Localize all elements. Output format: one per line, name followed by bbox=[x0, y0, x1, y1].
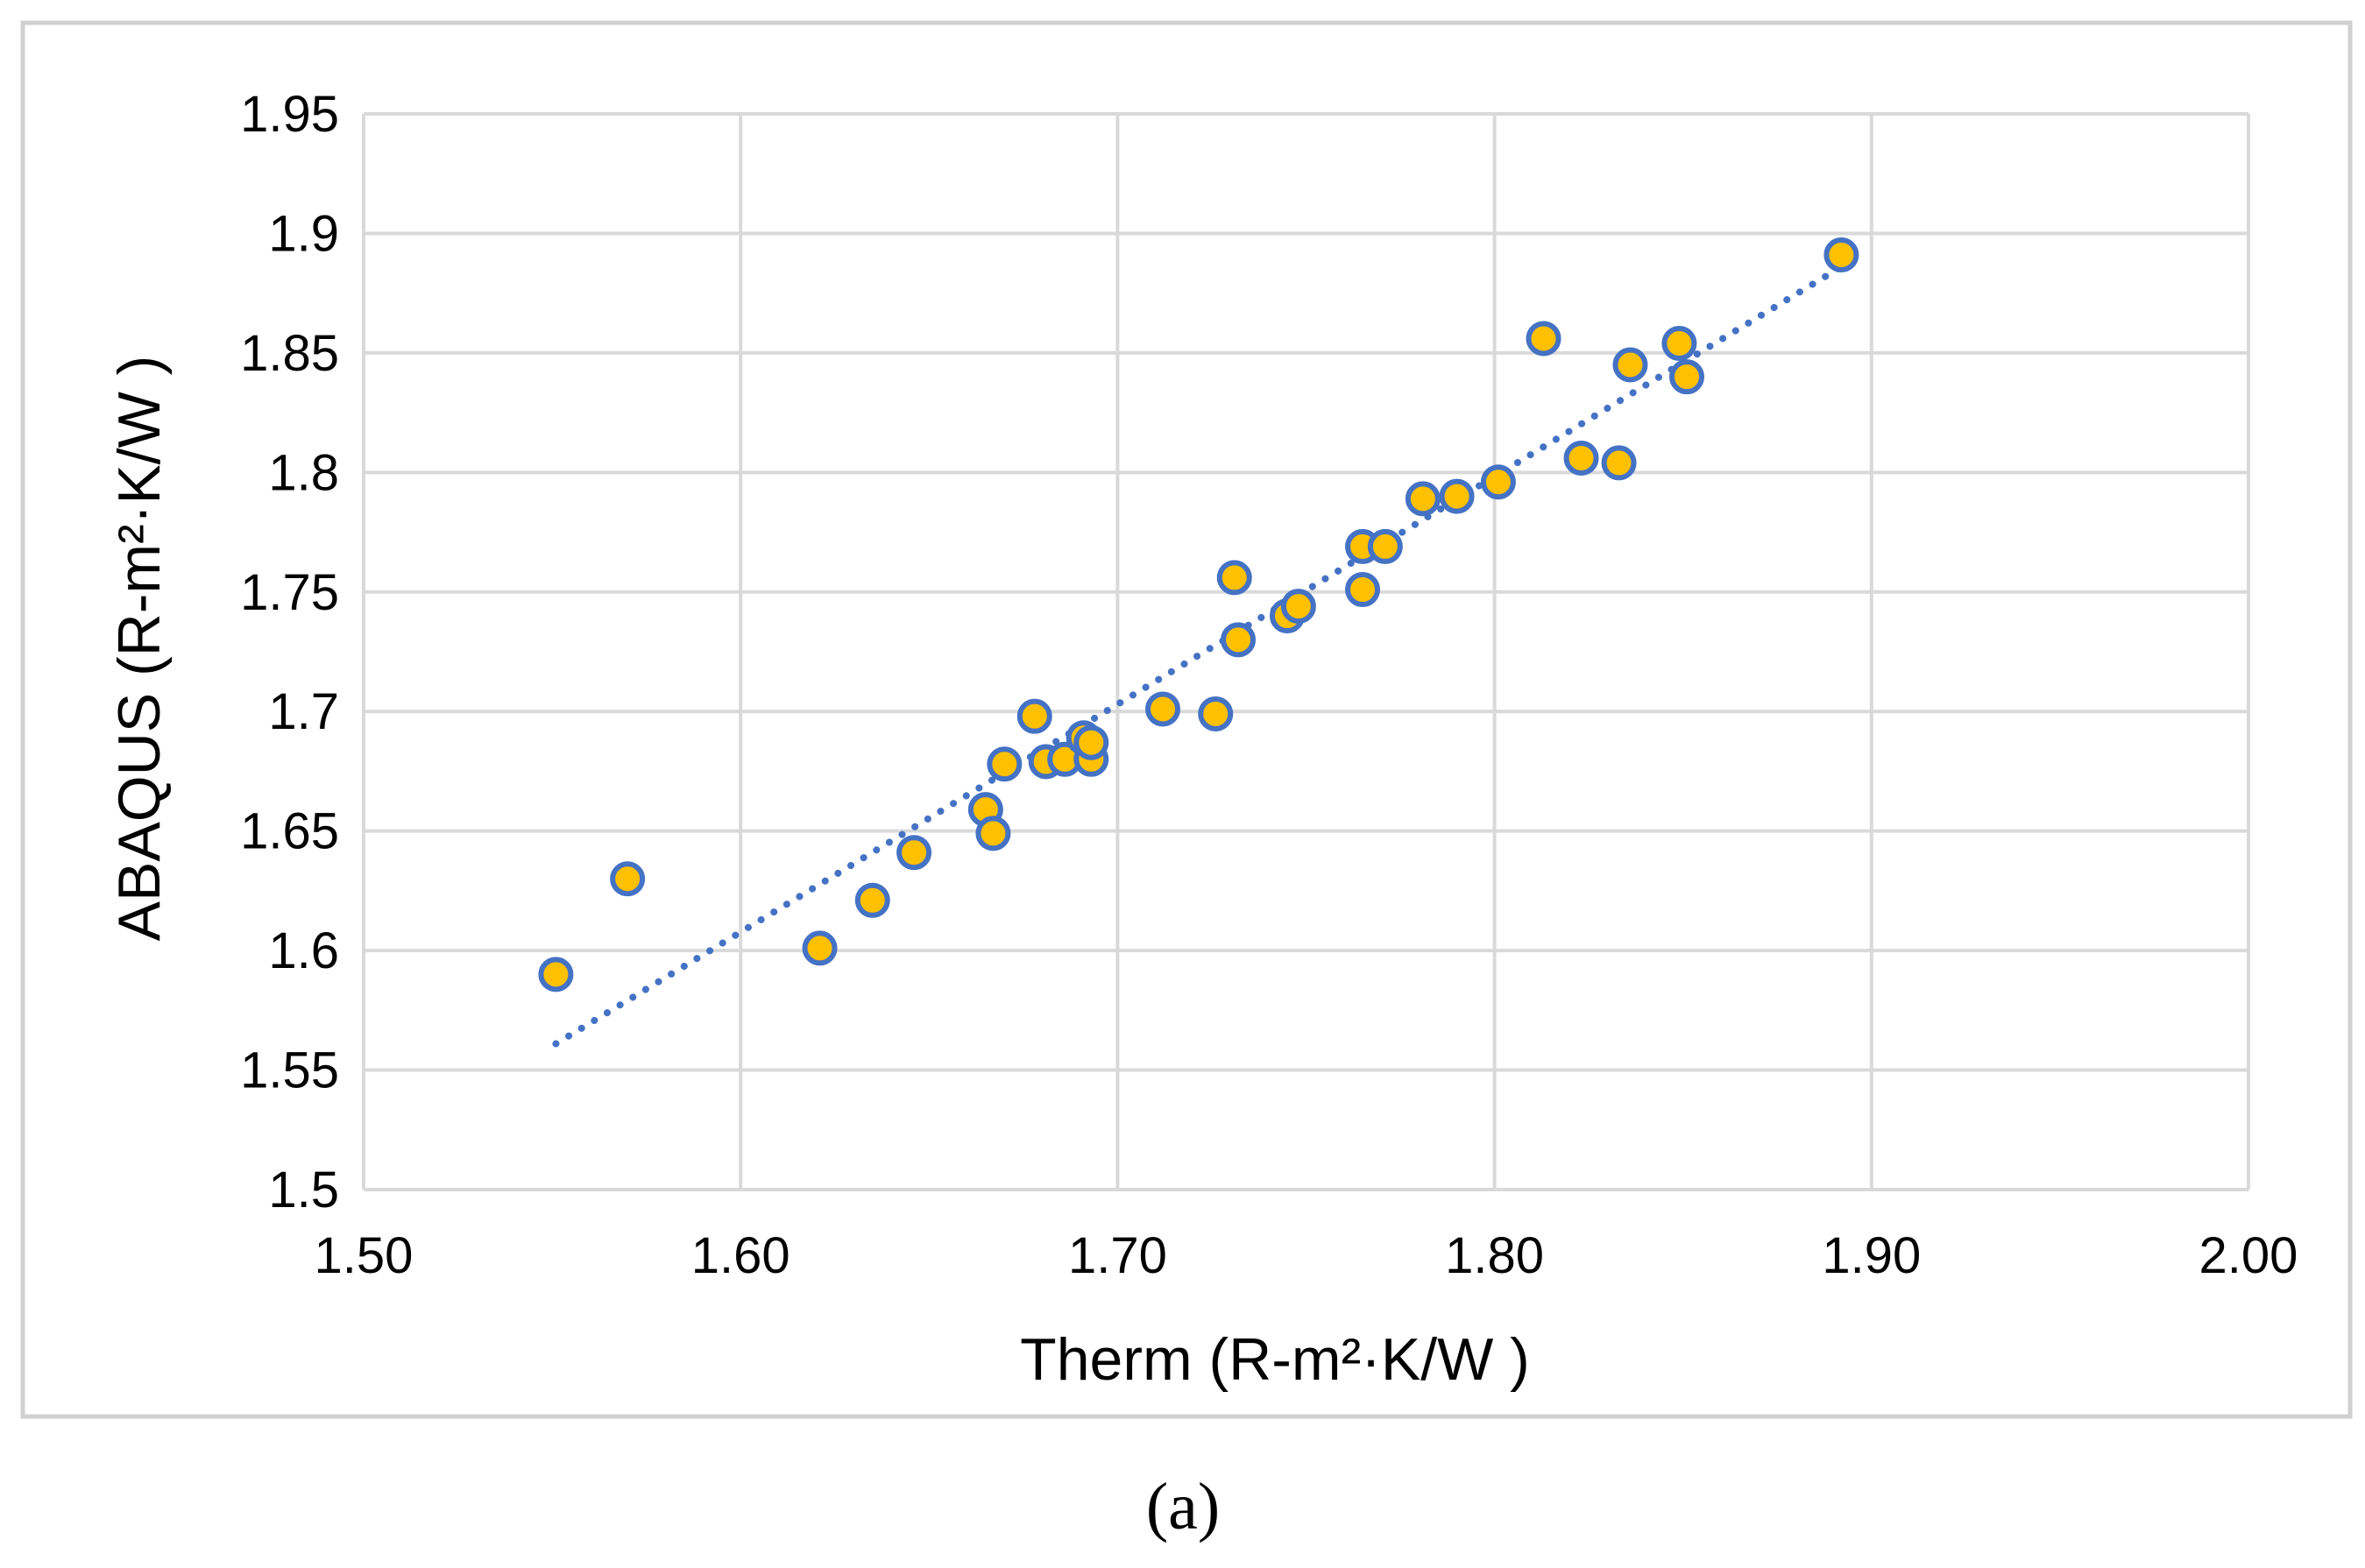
figure-caption: (a) bbox=[1146, 1470, 1220, 1543]
gridlines bbox=[362, 112, 2250, 1191]
x-tick-label: 1.60 bbox=[691, 1227, 790, 1284]
scatter-point bbox=[1280, 589, 1316, 625]
scatter-point bbox=[1016, 698, 1052, 734]
trendline bbox=[552, 263, 1845, 1048]
y-tick-label: 1.9 bbox=[268, 205, 339, 262]
x-tick-label: 2.00 bbox=[2199, 1227, 2298, 1284]
x-tick-label: 1.80 bbox=[1445, 1227, 1544, 1284]
y-tick-label: 1.75 bbox=[240, 564, 339, 621]
x-axis-title: Therm (R-m²·K/W ) bbox=[1020, 1326, 1530, 1393]
scatter-point bbox=[802, 930, 838, 966]
x-tick-label: 1.90 bbox=[1822, 1227, 1921, 1284]
y-tick-label: 1.55 bbox=[240, 1042, 339, 1099]
scatter-point bbox=[987, 746, 1023, 782]
scatter-point bbox=[1480, 464, 1516, 500]
scatter-point bbox=[1145, 691, 1181, 727]
scatter-point bbox=[1073, 724, 1109, 760]
scatter-points bbox=[538, 237, 1859, 992]
y-tick-label: 1.85 bbox=[240, 325, 339, 382]
scatter-point bbox=[1345, 572, 1381, 608]
scatter-point bbox=[1823, 237, 1859, 273]
scatter-point bbox=[1601, 445, 1637, 481]
chart-area-border bbox=[20, 20, 2353, 1419]
x-axis-tick-labels: 1.50 1.60 1.70 1.80 1.90 2.00 bbox=[315, 1227, 2298, 1284]
scatter-point bbox=[610, 861, 646, 897]
y-tick-label: 1.6 bbox=[268, 922, 339, 979]
scatter-point bbox=[1563, 440, 1599, 476]
y-tick-label: 1.95 bbox=[240, 86, 339, 143]
x-tick-label: 1.70 bbox=[1068, 1227, 1167, 1284]
scatter-point bbox=[1367, 528, 1403, 564]
scatter-point bbox=[896, 835, 932, 871]
y-axis-tick-labels: 1.5 1.55 1.6 1.65 1.7 1.75 1.8 1.85 1.9 1.95 bbox=[240, 86, 339, 1218]
y-tick-label: 1.65 bbox=[240, 803, 339, 860]
y-axis-title: ABAQUS (R-m²·K/W ) bbox=[106, 356, 173, 942]
trendline-group bbox=[552, 263, 1845, 1048]
scatter-point bbox=[1661, 325, 1697, 361]
scatter-point bbox=[1669, 359, 1705, 395]
scatter-point bbox=[1221, 622, 1257, 658]
scatter-point bbox=[1198, 696, 1234, 731]
scatter-point bbox=[1405, 481, 1441, 517]
scatter-point bbox=[538, 957, 574, 992]
y-tick-label: 1.5 bbox=[268, 1162, 339, 1218]
y-tick-label: 1.8 bbox=[268, 444, 339, 501]
scatter-point bbox=[975, 816, 1011, 851]
x-tick-label: 1.50 bbox=[315, 1227, 414, 1284]
scatter-point bbox=[1612, 347, 1648, 383]
scatter-point bbox=[1439, 478, 1475, 514]
scatter-point bbox=[1526, 321, 1561, 357]
y-tick-label: 1.7 bbox=[268, 683, 339, 740]
scatter-point bbox=[854, 882, 890, 918]
scatter-point bbox=[1216, 560, 1252, 596]
